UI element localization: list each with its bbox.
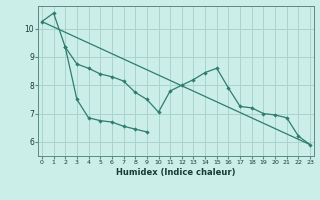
X-axis label: Humidex (Indice chaleur): Humidex (Indice chaleur) [116,168,236,177]
